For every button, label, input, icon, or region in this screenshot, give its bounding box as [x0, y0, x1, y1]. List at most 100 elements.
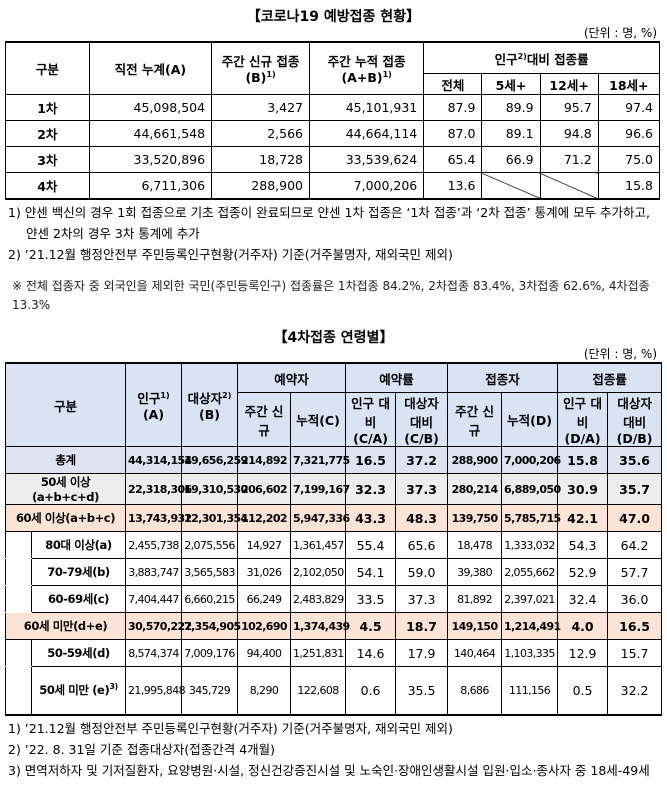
cell: 288,900 — [447, 446, 503, 474]
cell: 19,656,259 — [181, 446, 248, 474]
cell: 5,947,336 — [290, 504, 350, 532]
cell: 2,075,556 — [181, 531, 239, 559]
footnote: 2) ’22. 8. 31일 기준 접종대상자(접종간격 4개월) — [8, 741, 276, 757]
data-row: 70-79세(b) 3,883,747 3,565,583 31,026 2,102,0… — [5, 558, 663, 586]
cell: 57.7 — [607, 558, 663, 586]
cell: 35.6 — [607, 446, 663, 474]
cell: 66.9 — [481, 146, 541, 173]
row-label: 3차 — [5, 146, 90, 173]
cell: 96.6 — [597, 120, 661, 147]
cell: 65.4 — [423, 146, 483, 173]
cell: 54.3 — [557, 531, 609, 559]
cell: 19,310,530 — [181, 473, 248, 505]
header-cell: 12세+ — [539, 73, 599, 95]
cell: 15.7 — [607, 639, 663, 667]
cell: 6,660,215 — [181, 585, 239, 613]
indent-cell — [5, 531, 32, 559]
cell: 2,397,021 — [501, 585, 559, 613]
row-label: 80대 이상(a) — [30, 531, 127, 559]
text: (B) — [199, 407, 220, 422]
cell: 18,478 — [447, 531, 503, 559]
cell: 87.9 — [423, 94, 483, 121]
data-row: 60-69세(c) 7,404,447 6,660,215 66,249 2,483,8… — [5, 585, 663, 613]
cell: 18.7 — [395, 612, 449, 640]
data-row: 2차 44,661,548 2,566 44,664,114 87.0 89.1 94.8 9… — [5, 120, 661, 147]
cell: 280,214 — [447, 473, 503, 505]
cell: 14,927 — [237, 531, 292, 559]
cell: 75.0 — [597, 146, 661, 173]
header-cell: 구분 — [4, 362, 127, 447]
cell: 89.1 — [481, 120, 541, 147]
cell: 33.5 — [345, 585, 397, 613]
cell: 8,290 — [237, 666, 292, 715]
superscript: 1) — [266, 70, 276, 80]
text: 50세 미만 (e) — [39, 683, 110, 698]
cell: 33,539,624 — [309, 146, 425, 173]
cell: 139,750 — [447, 504, 503, 532]
cell: 18,728 — [211, 146, 311, 173]
header-row: 주간 신규 누적(C) 인구 대비 (C/A) 대상자 대비 (C/B) 주간 신규 누적… — [6, 392, 663, 447]
cell: 33,520,896 — [88, 146, 213, 173]
header-cell: 접종자 — [447, 362, 559, 393]
footnote: 2) ’21.12월 행정안전부 주민등록인구현황(거주자) 기준(거주불명자,… — [8, 247, 453, 262]
cell: 59.0 — [395, 558, 449, 586]
footnotes: 1) 얀센 백신의 경우 1회 접종으로 기초 접종이 완료되므로 얀센 1차 … — [8, 202, 659, 265]
cell: 288,900 — [211, 172, 311, 200]
cell: 3,883,747 — [125, 558, 183, 586]
cell: 37.2 — [395, 446, 449, 474]
cell: 112,202 — [237, 504, 292, 532]
cell: 12,301,354 — [181, 504, 248, 532]
header-cell: 인구2)대비 접종률 — [423, 41, 660, 74]
superscript: 1) — [382, 70, 392, 80]
text: 주간 신규 접종 (B) — [221, 54, 300, 86]
text: (A) — [142, 407, 165, 422]
cell: 13.6 — [423, 172, 483, 200]
header-cell: 인구 대비 (D/A) — [557, 392, 609, 447]
unit-label: (단위 : 명, %) — [583, 26, 657, 40]
cell: 47.0 — [607, 504, 663, 532]
indent-cell — [5, 639, 32, 667]
cell: 12.9 — [557, 639, 609, 667]
cell: 345,729 — [181, 666, 239, 715]
cell: 1,103,335 — [501, 639, 559, 667]
header-cell: 대상자 대비 (C/B) — [395, 392, 449, 447]
row-label: 70-79세(b) — [30, 558, 127, 586]
header-cell: 주간 누적 접종 (A+B)1) — [309, 41, 425, 95]
cell: 149,150 — [447, 612, 503, 640]
cell: 1,251,831 — [290, 639, 347, 667]
data-row: 60세 이상(a+b+c) 13,743,932 12,301,354 112,202… — [4, 504, 663, 532]
cell: 43.3 — [345, 504, 397, 532]
cell: 45,101,931 — [309, 94, 425, 121]
superscript: 1) — [160, 390, 170, 400]
row-label: 50-59세(d) — [30, 639, 127, 667]
data-row: 1차 45,098,504 3,427 45,101,931 87.9 89.9 95.7 9… — [5, 94, 661, 121]
cell: 65.6 — [395, 531, 449, 559]
cell: 17.9 — [395, 639, 449, 667]
header-cell: 18세+ — [597, 73, 661, 95]
cell: 1,333,032 — [501, 531, 559, 559]
text: 인구 — [494, 51, 518, 67]
cell: 111,156 — [501, 666, 559, 715]
age-table: 구분 인구1)(A) 대상자2)(B) 예약자 예약률 접종자 접종률 주간 신규 누적(C) 인… — [4, 362, 663, 716]
cell: 44,314,154 — [125, 446, 192, 474]
data-row: 총계 44,314,154 19,656,259 214,892 7,321,775 16… — [4, 446, 663, 474]
cell: 45,098,504 — [88, 94, 213, 121]
cell: 8,574,374 — [125, 639, 183, 667]
cell: 14.6 — [345, 639, 397, 667]
superscript: 3) — [109, 682, 118, 692]
section-title: 【코로나19 예방접종 현황】 — [246, 9, 421, 25]
header-row: 전체 5세+ 12세+ 18세+ — [6, 73, 661, 95]
header-cell: 예약자 — [237, 362, 347, 393]
row-label: 60세 이상(a+b+c) — [4, 504, 127, 532]
cell: 37.3 — [395, 473, 449, 505]
cell: 2,566 — [211, 120, 311, 147]
unit-label: (단위 : 명, %) — [583, 347, 657, 361]
cell: 0.6 — [345, 666, 397, 715]
indent-cell — [5, 558, 32, 586]
header-cell: 접종률 — [557, 362, 663, 393]
cell: 0.5 — [557, 666, 609, 715]
header-cell: 예약률 — [345, 362, 449, 393]
empty-cell — [539, 172, 599, 200]
header-cell: 누적(C) — [290, 392, 347, 447]
